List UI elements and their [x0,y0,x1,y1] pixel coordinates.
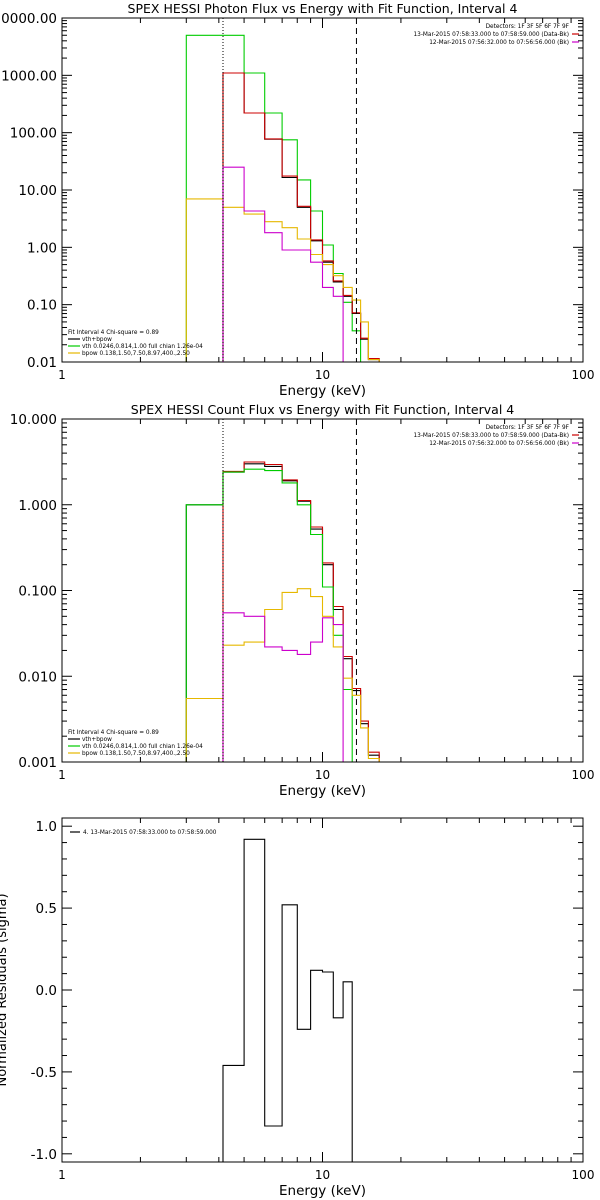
detector-info: Detectors: 1F 3F 5F 6F 7F 9F 13-Mar-2015 … [413,425,579,447]
x-axis: 1 10 100 Energy (keV) [58,818,594,1199]
y-axis: -1.0 -0.5 0.0 0.5 1.0 Normalized Residuals (s… [0,819,583,1163]
x-axis-label: Energy (keV) [279,383,366,399]
x-tick-label: 100 [572,1168,595,1182]
y-tick-label: 10.000 [10,412,57,428]
y-axis: 0.001 0.010 0.100 1.000 10.000 [10,412,583,771]
y-tick-label: 0.5 [36,901,57,917]
y-tick-label: 1.0 [36,819,57,835]
y-tick-label: 1.000 [18,498,57,514]
legend-entry-label: bpow 0.138,1.50,7.50,8.97,400.,2.50 [82,751,190,757]
time-interval-label: 12-Mar-2015 07:56:32.000 to 07:56:56.000… [429,441,569,447]
fit-chi-square-label: Fit Interval 4 Chi-square = 0.89 [68,730,159,736]
chart-title: SPEX HESSI Count Flux vs Energy with Fit… [131,402,514,417]
detector-info: Detectors: 1F 3F 5F 6F 7F 9F 13-Mar-2015 … [413,24,579,46]
series-total-line [222,72,380,362]
y-tick-label: -0.5 [31,1065,57,1081]
series-vth-line [185,468,353,762]
y-tick-label: 0.01 [27,355,57,371]
y-axis: 0.01 0.10 1.00 10.00 100.00 1000.00 10000.00 [0,11,583,371]
chart-panel-3: 1 10 100 Energy (keV) -1.0 -0.5 0.0 0.5 1.0 Norma… [0,817,594,1199]
y-tick-label: 0.0 [36,983,57,999]
x-tick-label: 1 [58,1168,66,1182]
chart-title: SPEX HESSI Photon Flux vs Energy with Fi… [128,1,518,16]
legend-entry-label: vth+bpow [82,737,112,743]
x-tick-label: 10 [315,768,330,782]
series-residuals-line [222,838,353,1162]
y-tick-label: 0.100 [18,584,57,600]
series-data_bk-line [222,461,380,762]
fit-legend: Fit Interval 4 Chi-square = 0.89vth+bpow… [68,330,203,357]
x-axis-label: Energy (keV) [279,1183,366,1199]
x-tick-label: 100 [572,368,595,382]
plot-area [185,461,380,762]
y-axis-label: Normalized Residuals (sigma) [0,893,10,1086]
y-tick-label: 0.10 [27,298,57,314]
plot-area [222,838,353,1162]
x-tick-label: 10 [315,1168,330,1182]
y-tick-label: 100.00 [10,126,57,142]
x-axis: 1 10 100 Energy (keV) [58,18,594,399]
legend-entry-label: vth+bpow [82,337,112,343]
time-interval-label: 13-Mar-2015 07:58:33.000 to 07:58:59.000… [413,32,569,38]
series-total-line [185,463,380,762]
y-tick-label: 0.010 [18,669,57,685]
series-vth-line [185,34,362,362]
fit-chi-square-label: Fit Interval 4 Chi-square = 0.89 [68,330,159,336]
series-bpow-line [185,588,380,762]
x-axis-label: Energy (keV) [279,783,366,799]
plot-frame [61,817,584,1163]
legend-entry-label: bpow 0.138,1.50,7.50,8.97,400.,2.50 [82,351,190,357]
detectors-label: Detectors: 1F 3F 5F 6F 7F 9F [486,24,569,30]
series-bpow-line [185,198,380,362]
y-tick-label: 10.00 [18,183,57,199]
y-tick-label: -1.0 [31,1147,57,1163]
y-tick-label: 10000.00 [0,11,57,27]
x-tick-label: 100 [572,768,595,782]
x-axis: 1 10 100 Energy (keV) [58,419,594,799]
chart-panel-2: SPEX HESSI Count Flux vs Energy with Fit… [10,402,595,799]
chart-panel-1: SPEX HESSI Photon Flux vs Energy with Fi… [0,1,594,399]
time-interval-label: 12-Mar-2015 07:56:32.000 to 07:56:56.000… [429,40,569,46]
legend-entry-label: 4. 13-Mar-2015 07:58:33.000 to 07:58:59.… [83,830,217,836]
detectors-label: Detectors: 1F 3F 5F 6F 7F 9F [486,425,569,431]
series-bk-line [222,166,344,362]
fit-legend: 4. 13-Mar-2015 07:58:33.000 to 07:58:59.… [70,830,217,836]
series-data_bk-line [222,72,380,362]
plot-area [185,34,380,362]
time-interval-label: 13-Mar-2015 07:58:33.000 to 07:58:59.000… [413,433,569,439]
x-tick-label: 10 [315,368,330,382]
series-bk-line [222,612,344,762]
plot-frame [61,17,584,363]
y-tick-label: 1.00 [27,240,57,256]
legend-entry-label: vth 0.0246,0.814,1.00 full chian 1.26e-0… [82,744,203,750]
y-tick-label: 1000.00 [1,68,57,84]
fit-legend: Fit Interval 4 Chi-square = 0.89vth+bpow… [68,730,203,757]
x-tick-label: 1 [58,768,66,782]
plot-frame [61,418,584,763]
x-tick-label: 1 [58,368,66,382]
legend-entry-label: vth 0.0246,0.814,1.00 full chian 1.26e-0… [82,344,203,350]
y-tick-label: 0.001 [18,755,57,771]
